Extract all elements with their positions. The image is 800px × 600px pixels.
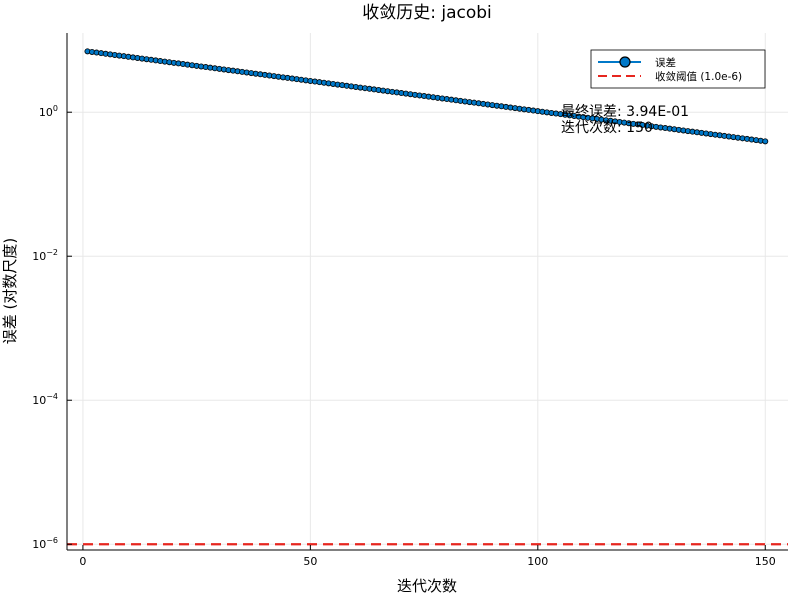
error-point — [762, 138, 769, 145]
legend-box — [590, 49, 766, 89]
x-ticks: 0 50 100 150 — [79, 545, 776, 568]
y-tick-label: 10−2 — [32, 248, 58, 263]
legend-error-marker — [619, 56, 631, 68]
y-tick-label: 100 — [39, 104, 58, 119]
x-tick-label: 50 — [303, 555, 317, 568]
x-axis-label: 迭代次数 — [397, 577, 457, 595]
x-tick-label: 150 — [755, 555, 776, 568]
x-tick-label: 0 — [79, 555, 86, 568]
legend-threshold-label: 收敛阈值 (1.0e-6) — [655, 70, 742, 83]
y-tick-label: 10−4 — [32, 392, 58, 407]
legend: 误差 收敛阈值 (1.0e-6) — [590, 49, 766, 89]
y-tick-label: 10−6 — [32, 536, 58, 551]
chart-title: 收敛历史: jacobi — [362, 3, 492, 23]
y-axis-label: 误差 (对数尺度) — [1, 238, 19, 344]
legend-error-label: 误差 — [655, 56, 676, 69]
grid — [67, 33, 788, 550]
error-series — [84, 48, 769, 145]
annotation-final-error: 最终误差: 3.94E-01 — [561, 104, 689, 120]
y-ticks: 100 10−2 10−4 10−6 — [32, 104, 72, 551]
axes — [66, 33, 788, 551]
annotation-iterations: 迭代次数: 150 — [561, 120, 653, 136]
x-tick-label: 100 — [527, 555, 548, 568]
